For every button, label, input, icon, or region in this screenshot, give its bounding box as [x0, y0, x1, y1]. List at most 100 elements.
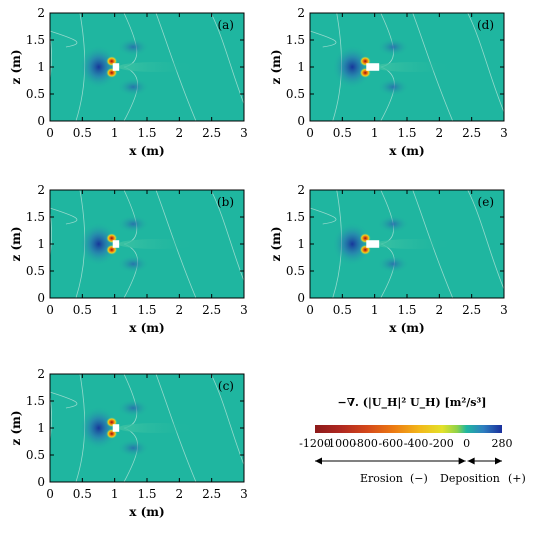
x-tick-label: 1.5	[137, 487, 156, 501]
x-tick-label: 3	[500, 126, 508, 140]
x-tick-label: 1.5	[137, 303, 156, 317]
contour-line	[412, 190, 454, 298]
deposition-label: Deposition	[440, 472, 500, 485]
deposition-zone-upper	[377, 38, 410, 56]
wake-region	[117, 423, 198, 433]
x-axis-label: x (m)	[129, 144, 164, 158]
x-tick-label: 0	[46, 303, 54, 317]
x-axis-label: x (m)	[389, 321, 424, 335]
x-axis-label: x (m)	[129, 505, 164, 519]
wake-region	[374, 239, 455, 249]
plot-area	[50, 374, 244, 482]
obstacle	[112, 424, 120, 432]
deposition-zone-upstream	[78, 222, 119, 266]
y-tick-label: 0.5	[26, 448, 45, 462]
erosion-arrow-head	[315, 457, 322, 465]
x-tick-label: 3	[500, 303, 508, 317]
y-axis-label: z (m)	[9, 226, 23, 261]
y-tick-label: 1	[297, 60, 305, 74]
contour-panel: 0 0.5 1 1.5 2 2.5 3 0 0.5 1 1.5 2 x (m) z (m) (a)	[9, 6, 248, 158]
erosion-label: Erosion	[360, 472, 403, 485]
contour-panel: 0 0.5 1 1.5 2 2.5 3 0 0.5 1 1.5 2 x (m) z (m) (c)	[9, 367, 248, 519]
contour-line	[310, 207, 337, 225]
y-axis-label: z (m)	[9, 410, 23, 445]
x-tick-label: 2.5	[202, 126, 221, 140]
colorbar-tick-label: -600	[378, 437, 403, 450]
y-tick-label: 1	[297, 237, 305, 251]
x-tick-label: 0.5	[73, 487, 92, 501]
deposition-zone-upper	[117, 38, 150, 56]
y-tick-label: 1	[37, 60, 45, 74]
x-tick-label: 2	[436, 126, 444, 140]
colorbar-tick-label: -400	[404, 437, 429, 450]
colorbar-title: −∇. (|U_H|² U_H) [m²/s³]	[338, 396, 487, 410]
x-tick-label: 3	[240, 487, 248, 501]
x-tick-label: 1.5	[397, 126, 416, 140]
contour-line	[310, 30, 337, 48]
y-tick-label: 2	[297, 6, 305, 20]
erosion-sign: (−)	[410, 472, 428, 485]
y-tick-label: 2	[37, 183, 45, 197]
y-tick-label: 0	[37, 114, 45, 128]
deposition-zone-lower	[117, 78, 150, 96]
deposition-sign: (+)	[508, 472, 526, 485]
contour-line	[210, 374, 244, 467]
x-tick-label: 0	[306, 126, 314, 140]
deposition-zone-lower	[117, 255, 150, 273]
y-axis-label: z (m)	[269, 49, 283, 84]
deposition-zone-upstream	[78, 406, 119, 450]
deposition-zone-upper	[117, 399, 150, 417]
colorbar-tick-label: -800	[353, 437, 378, 450]
colorbar-gradient	[315, 425, 502, 433]
x-tick-label: 0	[46, 487, 54, 501]
deposition-zone-upstream	[78, 45, 119, 89]
plot-area	[310, 190, 504, 298]
y-tick-label: 0.5	[26, 264, 45, 278]
y-tick-label: 0	[37, 475, 45, 489]
contour-line	[467, 13, 504, 114]
y-tick-label: 1.5	[286, 33, 305, 47]
contour-line	[412, 13, 454, 121]
y-tick-label: 0.5	[286, 87, 305, 101]
contour-line	[210, 190, 244, 283]
y-tick-label: 0	[37, 291, 45, 305]
y-tick-label: 2	[297, 183, 305, 197]
colorbar-tick-label: 280	[492, 437, 513, 450]
panel-label: (b)	[217, 195, 234, 209]
y-tick-label: 0.5	[286, 264, 305, 278]
x-tick-label: 0.5	[333, 126, 352, 140]
x-tick-label: 0.5	[73, 303, 92, 317]
obstacle	[366, 63, 380, 71]
x-tick-label: 2.5	[462, 126, 481, 140]
colorbar-tick-label: -1000	[324, 437, 356, 450]
y-tick-label: 2	[37, 6, 45, 20]
x-tick-label: 2	[436, 303, 444, 317]
x-tick-label: 1	[371, 303, 379, 317]
obstacle	[112, 63, 120, 71]
x-tick-label: 1	[371, 126, 379, 140]
x-tick-label: 2	[176, 303, 184, 317]
contour-line	[50, 30, 78, 48]
contour-line	[155, 190, 197, 298]
x-tick-label: 1.5	[397, 303, 416, 317]
x-tick-label: 1.5	[137, 126, 156, 140]
contour-panel: 0 0.5 1 1.5 2 2.5 3 0 0.5 1 1.5 2 x (m) z (m) (e)	[269, 183, 508, 335]
panel-label: (a)	[217, 18, 234, 32]
y-tick-label: 0	[297, 114, 305, 128]
x-tick-label: 1	[111, 303, 119, 317]
x-tick-label: 2.5	[202, 487, 221, 501]
erosion-arrow-head	[458, 457, 466, 465]
x-tick-label: 0.5	[333, 303, 352, 317]
deposition-zone-upstream	[332, 45, 373, 89]
x-axis-label: x (m)	[129, 321, 164, 335]
contour-line	[50, 207, 78, 225]
x-tick-label: 2.5	[462, 303, 481, 317]
deposition-arrow-head	[467, 457, 475, 465]
x-tick-label: 2	[176, 487, 184, 501]
y-tick-label: 0	[297, 291, 305, 305]
x-tick-label: 2	[176, 126, 184, 140]
contour-line	[155, 13, 197, 121]
colorbar-tick-label: -200	[429, 437, 454, 450]
plot-area	[310, 13, 504, 121]
